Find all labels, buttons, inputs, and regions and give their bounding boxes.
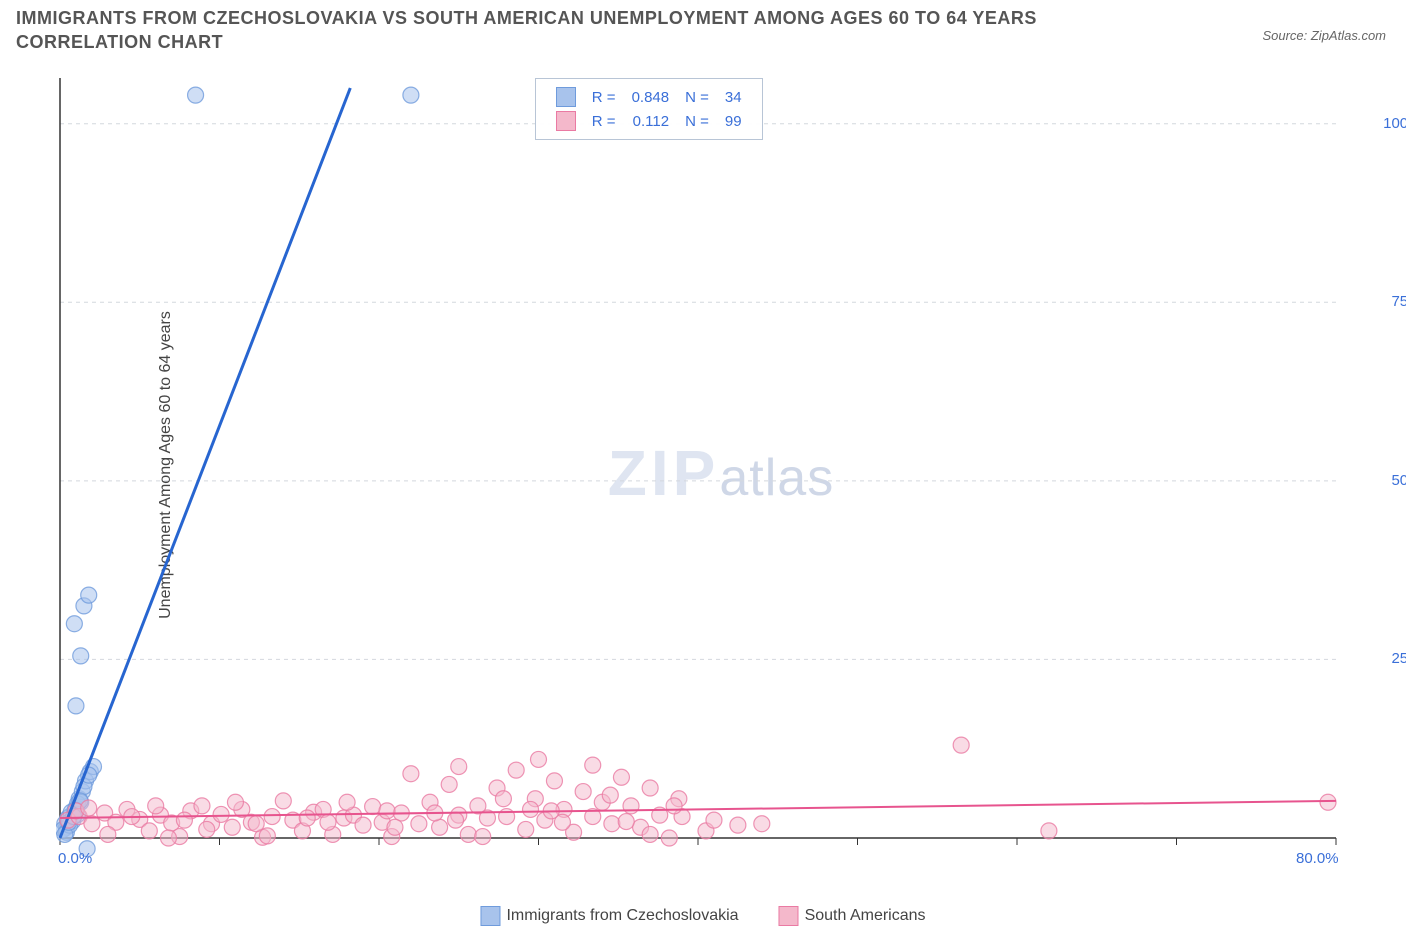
stats-legend: R =0.848N =34 R =0.112N =99 bbox=[535, 78, 763, 140]
legend-swatch bbox=[556, 87, 576, 107]
legend-series-name: South Americans bbox=[805, 907, 926, 924]
legend-r-label: R = bbox=[584, 85, 624, 109]
source-label: Source: ZipAtlas.com bbox=[1262, 28, 1386, 43]
legend-swatch bbox=[480, 906, 500, 926]
scatter-plot-svg bbox=[56, 78, 1386, 868]
legend-swatch bbox=[779, 906, 799, 926]
legend-r-value: 0.112 bbox=[624, 109, 678, 133]
chart-title: IMMIGRANTS FROM CZECHOSLOVAKIA VS SOUTH … bbox=[16, 6, 1106, 54]
bottom-legend-item: South Americans bbox=[779, 906, 926, 926]
legend-r-label: R = bbox=[584, 109, 624, 133]
x-tick-label: 0.0% bbox=[58, 850, 92, 867]
legend-series-name: Immigrants from Czechoslovakia bbox=[506, 907, 738, 924]
legend-n-label: N = bbox=[677, 109, 717, 133]
bottom-legend-item: Immigrants from Czechoslovakia bbox=[480, 906, 738, 926]
y-tick-label: 25.0% bbox=[1391, 650, 1406, 667]
x-tick-label: 80.0% bbox=[1296, 850, 1339, 867]
chart-area: ZIPatlas R =0.848N =34R =0.112N =99 25.0… bbox=[56, 78, 1386, 868]
legend-n-value: 34 bbox=[717, 85, 750, 109]
legend-n-value: 99 bbox=[717, 109, 750, 133]
legend-swatch bbox=[556, 111, 576, 131]
y-tick-label: 100.0% bbox=[1383, 115, 1406, 132]
legend-n-label: N = bbox=[677, 85, 717, 109]
y-tick-label: 75.0% bbox=[1391, 293, 1406, 310]
y-tick-label: 50.0% bbox=[1391, 472, 1406, 489]
bottom-legend: Immigrants from Czechoslovakia South Amer… bbox=[480, 906, 925, 926]
legend-r-value: 0.848 bbox=[624, 85, 678, 109]
